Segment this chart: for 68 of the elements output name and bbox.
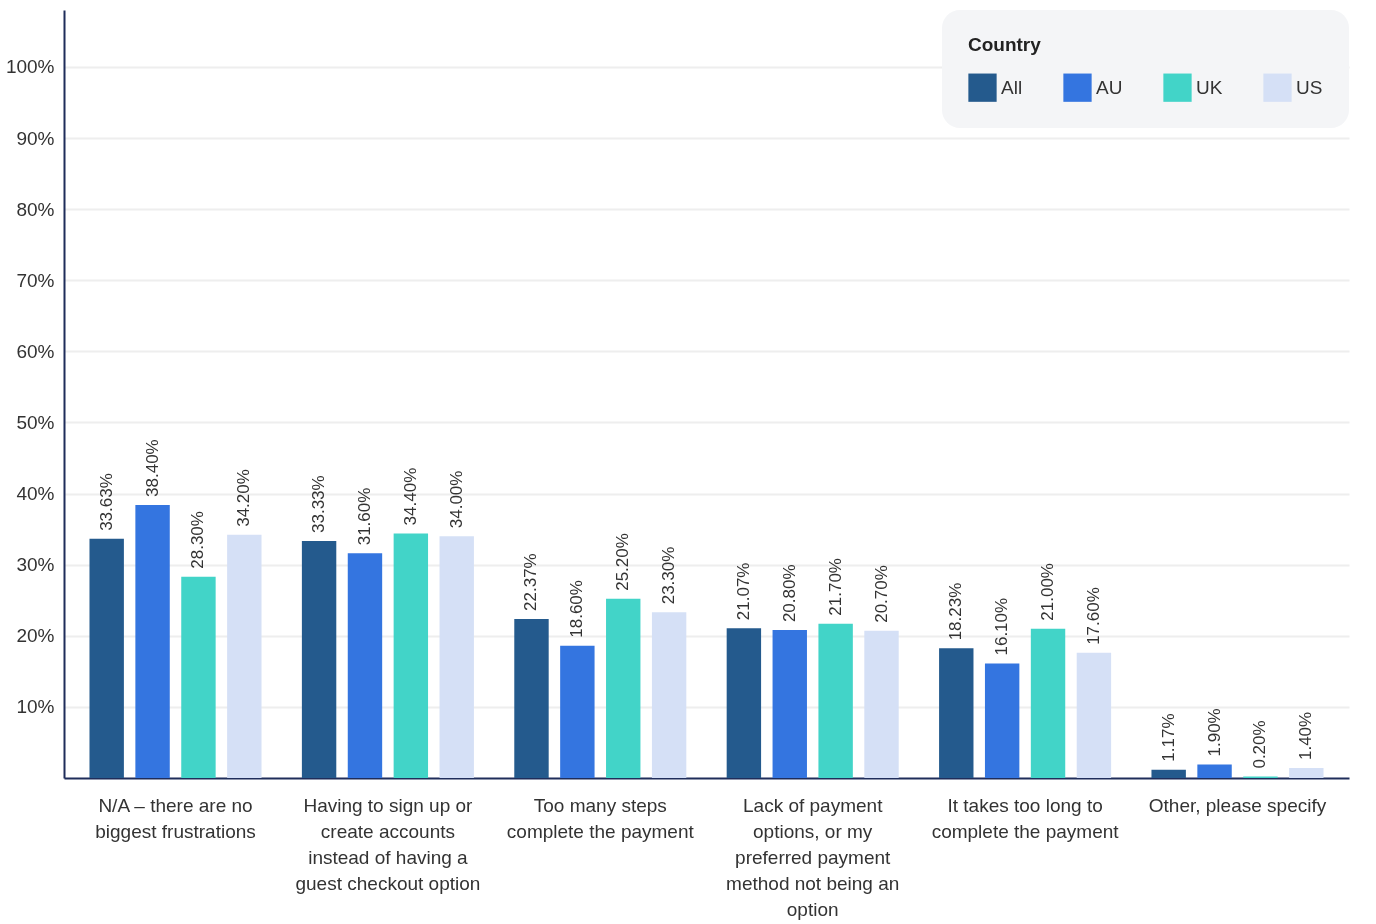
data-label: 31.60% (354, 487, 374, 546)
data-label: 1.40% (1296, 711, 1316, 761)
data-label: 0.20% (1250, 720, 1270, 769)
bar (227, 534, 262, 778)
y-tick-label: 70% (16, 269, 55, 291)
x-tick-label: Lack of payment options, or my preferred payment method not being an option (726, 794, 900, 920)
bar (1151, 769, 1186, 778)
bar (181, 576, 216, 778)
bar (135, 504, 170, 778)
data-label: 20.70% (871, 565, 891, 623)
legend-label: AU (1096, 76, 1123, 98)
legend-label: US (1296, 76, 1323, 98)
data-label: 34.00% (446, 470, 466, 529)
bar (818, 623, 853, 778)
legend-label: UK (1196, 76, 1223, 98)
y-tick-label: 100% (5, 56, 55, 78)
x-tick-label: N/A – there are no biggest frustrations (95, 794, 256, 842)
data-label: 23.30% (659, 546, 679, 605)
data-label: 33.63% (96, 473, 116, 531)
bar (651, 612, 687, 778)
x-tick-label: Too many steps complete the payment (506, 794, 695, 842)
data-label: 21.70% (825, 558, 845, 616)
bar (772, 630, 807, 778)
data-label: 1.17% (1158, 713, 1178, 762)
bar (1076, 652, 1112, 778)
y-tick-label: 10% (16, 696, 55, 718)
data-label: 18.60% (567, 580, 587, 638)
data-label: 21.00% (1038, 562, 1058, 621)
data-label: 22.37% (521, 553, 541, 611)
bar (514, 618, 549, 778)
data-label: 33.33% (309, 475, 329, 533)
data-label: 25.20% (613, 533, 633, 591)
bar (726, 628, 762, 778)
data-label: 17.60% (1083, 587, 1103, 645)
bar (89, 538, 124, 778)
x-tick-label: It takes too long to complete the payment (931, 794, 1120, 842)
y-tick-label: 60% (16, 340, 55, 362)
bar (1030, 628, 1066, 778)
data-label: 16.10% (992, 597, 1012, 656)
legend-label: All (1001, 76, 1023, 98)
bar (606, 598, 641, 778)
x-tick-label: Having to sign up or create accounts instead of having a guest checkout option (295, 794, 481, 894)
bar (439, 536, 474, 778)
bar (1197, 764, 1232, 778)
y-tick-label: 90% (16, 127, 55, 149)
data-label: 38.40% (142, 439, 162, 497)
data-label: 34.20% (234, 469, 254, 527)
bar (939, 648, 974, 778)
data-label: 18.23% (946, 582, 966, 641)
data-label: 34.40% (400, 467, 420, 526)
bar (347, 553, 383, 778)
y-tick-label: 30% (16, 554, 55, 576)
bar (393, 533, 429, 778)
y-tick-label: 80% (16, 198, 55, 220)
data-label: 1.90% (1204, 708, 1224, 757)
data-label: 20.80% (779, 564, 799, 623)
bar (301, 540, 337, 778)
y-tick-label: 50% (16, 411, 55, 433)
data-label: 21.07% (733, 562, 753, 621)
x-tick-label: Other, please specify (1148, 794, 1327, 816)
data-label: 28.30% (188, 511, 208, 569)
bar (984, 663, 1020, 778)
y-tick-label: 40% (16, 483, 55, 505)
bar (1289, 768, 1324, 778)
y-tick-label: 20% (16, 625, 55, 647)
bar (560, 645, 595, 778)
bar (864, 630, 899, 778)
legend-title: Country (968, 34, 1042, 55)
